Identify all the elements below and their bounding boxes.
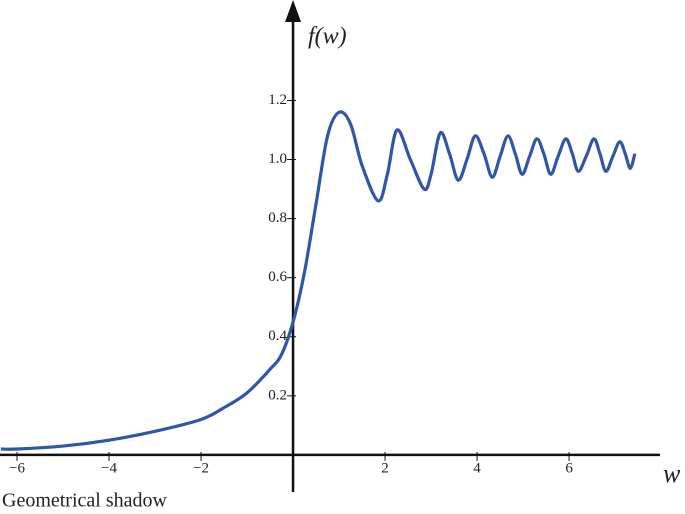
y-tick-label: 0.6 [268,269,287,285]
annotation: Geometrical shadow [2,490,167,512]
x-tick-label: −2 [193,460,209,476]
x-tick-label: −4 [101,460,117,476]
x-axis-label: w [663,459,681,488]
y-axis-label: f(w) [308,24,347,50]
x-tick-label: 4 [473,460,481,476]
y-tick-label: 1.2 [268,92,287,108]
x-tick-label: −6 [9,460,25,476]
x-tick-label: 6 [565,460,573,476]
y-axis-arrow [285,0,302,22]
x-tick-label: 2 [381,460,389,476]
y-tick-label: 0.2 [268,387,287,403]
curve [0,110,637,451]
y-tick-label: 0.4 [268,328,287,344]
y-tick-label: 1.0 [268,151,287,167]
y-tick-label: 0.8 [268,210,287,226]
